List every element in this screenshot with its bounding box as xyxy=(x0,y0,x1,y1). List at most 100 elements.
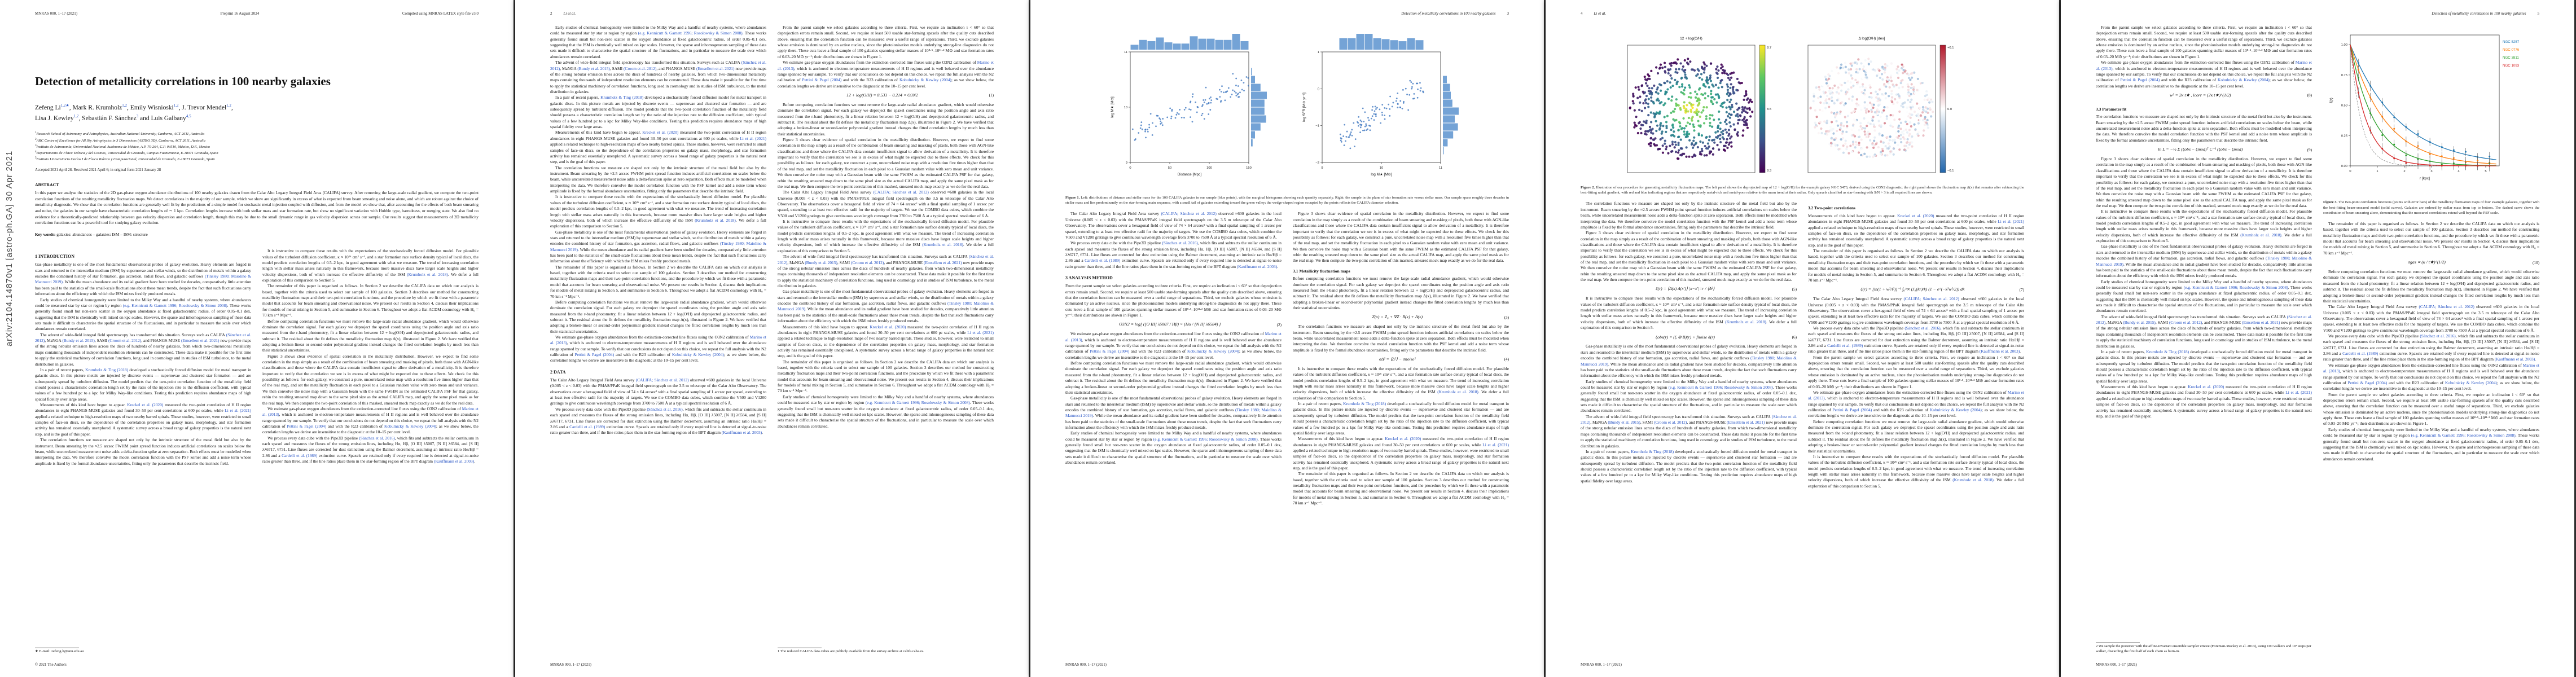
citation-link[interactable]: Marino et al. (2013) xyxy=(550,335,766,346)
citation-link[interactable]: (Sánchez et al. 2016) xyxy=(359,435,395,441)
citation-link[interactable]: (CALIFA; Sánchez et al. 2012) xyxy=(1903,296,1959,302)
citation-link[interactable]: Krumholz & Ting (2018) xyxy=(1343,401,1386,407)
citation-link[interactable]: (Bundy et al. 2015) xyxy=(62,338,95,344)
citation-link[interactable]: (Croom et al. 2012) xyxy=(623,65,657,71)
citation-link[interactable]: (Sánchez et al. 2012) xyxy=(778,254,994,265)
citation-link[interactable]: Kobulnicky & Kewley (2004) xyxy=(899,77,951,83)
affiliation-marker[interactable]: 1,2 xyxy=(122,103,128,108)
citation-link[interactable]: (Emsellem et al. 2021) xyxy=(2242,320,2280,326)
citation-link[interactable]: (Sánchez et al. 2012) xyxy=(550,60,766,71)
affiliation-marker[interactable]: 3 xyxy=(136,113,139,118)
citation-link[interactable]: Pettini & Pagel (2004) xyxy=(1090,349,1130,354)
citation-link[interactable]: (Tinsley 1980; Maiolino & Mannucci 2019) xyxy=(550,241,766,252)
citation-link[interactable]: Kobulnicky & Kewley (2004) xyxy=(1187,349,1239,354)
citation-link[interactable]: Cardelli et al. (1989) xyxy=(2342,351,2378,357)
citation-link[interactable]: (Krumholz et al. 2018) xyxy=(407,271,448,277)
citation-link[interactable]: (e.g. Kennicutt & Garnett 1996; Rosolows… xyxy=(638,30,743,36)
affiliation-marker[interactable]: 1,2★ xyxy=(60,103,69,108)
affiliation-marker[interactable]: 1,2 xyxy=(226,103,231,108)
citation-link[interactable]: Li et al. (2021) xyxy=(740,135,766,141)
citation-link[interactable]: (Kauffmann et al. 2003) xyxy=(721,430,762,436)
citation-link[interactable]: (Krumholz et al. 2018) xyxy=(2240,232,2281,238)
citation-link[interactable]: (Tinsley 1980; Maiolino & Mannucci 2019) xyxy=(1581,355,1797,367)
citation-link[interactable]: Marino et al. (2013) xyxy=(1065,331,1282,342)
citation-link[interactable]: Kreckel et al. (2020) xyxy=(1385,436,1421,442)
citation-link[interactable]: (e.g. Kennicutt & Garnett 1996; Rosolows… xyxy=(2183,284,2288,290)
citation-link[interactable]: (Sánchez et al. 2016) xyxy=(1162,240,1198,246)
citation-link[interactable]: (Kauffmann et al. 2003) xyxy=(1979,349,2020,354)
citation-link[interactable]: Cardelli et al. (1989) xyxy=(1827,343,1863,349)
citation-link[interactable]: (Kauffmann et al. 2003) xyxy=(433,459,475,464)
citation-link[interactable]: (Emsellem et al. 2021) xyxy=(181,338,220,344)
citation-link[interactable]: (Sánchez et al. 2016) xyxy=(2420,333,2456,339)
citation-link[interactable]: Krumholz & Ting (2018) xyxy=(2146,349,2189,354)
citation-link[interactable]: Kobulnicky & Kewley (2004) xyxy=(672,352,724,358)
citation-link[interactable]: (Sánchez et al. 2016) xyxy=(647,406,683,412)
citation-link[interactable]: (e.g. Kennicutt & Garnett 1996; Rosolows… xyxy=(1153,436,1258,442)
citation-link[interactable]: Krumholz & Ting (2018) xyxy=(1631,449,1674,454)
citation-link[interactable]: Li et al. (2021) xyxy=(1482,442,1509,447)
citation-link[interactable]: Krumholz & Ting (2018) xyxy=(600,95,644,100)
citation-link[interactable]: Kreckel et al. (2020) xyxy=(127,402,164,408)
citation-link[interactable]: Krumholz & Ting (2018) xyxy=(85,367,129,372)
citation-link[interactable]: Marino et al. (2013) xyxy=(778,60,994,71)
citation-link[interactable]: Pettini & Pagel (2004) xyxy=(287,424,327,429)
citation-link[interactable]: Kobulnicky & Kewley (2004) xyxy=(2217,77,2270,83)
citation-link[interactable]: (Tinsley 1980; Maiolino & Mannucci 2019) xyxy=(35,274,251,285)
citation-link[interactable]: Marino et al. (2013) xyxy=(2096,60,2312,71)
citation-link[interactable]: (Tinsley 1980; Maiolino & Mannucci 2019) xyxy=(2096,256,2312,267)
citation-link[interactable]: Kreckel et al. (2020) xyxy=(2188,384,2224,390)
citation-link[interactable]: (Croom et al. 2012) xyxy=(2169,320,2202,326)
citation-link[interactable]: Cardelli et al. (1989) xyxy=(1085,258,1121,263)
citation-link[interactable]: Pettini & Pagel (2004) xyxy=(574,352,615,358)
citation-link[interactable]: (Sánchez et al. 2012) xyxy=(1581,414,1797,425)
citation-link[interactable]: Marino et al. (2013) xyxy=(262,406,479,417)
citation-link[interactable]: (Emsellem et al. 2021) xyxy=(696,65,735,71)
citation-link[interactable]: (Sánchez et al. 2012) xyxy=(2096,314,2312,326)
affiliation-marker[interactable]: 1,2 xyxy=(173,103,179,108)
citation-link[interactable]: (Kauffmann et al. 2003) xyxy=(1236,263,1278,269)
citation-link[interactable]: Kreckel et al. (2020) xyxy=(1897,213,1934,218)
citation-link[interactable]: Pettini & Pagel (2004) xyxy=(802,77,842,83)
citation-link[interactable]: (Emsellem et al. 2021) xyxy=(924,260,962,265)
citation-link[interactable]: Kobulnicky & Kewley (2004) xyxy=(2445,380,2497,385)
citation-link[interactable]: (e.g. Kennicutt & Garnett 1996; Rosolows… xyxy=(2411,433,2516,438)
citation-link[interactable]: (Bundy et al. 2015) xyxy=(2123,320,2156,326)
citation-link[interactable]: (Krumholz et al. 2018) xyxy=(695,217,736,223)
citation-link[interactable]: Pettini & Pagel (2004) xyxy=(2120,77,2160,83)
citation-link[interactable]: (Tinsley 1980; Maiolino & Mannucci 2019) xyxy=(778,301,994,312)
citation-link[interactable]: (Sánchez et al. 2016) xyxy=(1904,325,1941,331)
citation-link[interactable]: Pettini & Pagel (2004) xyxy=(1832,407,1872,412)
citation-link[interactable]: Li et al. (2021) xyxy=(2285,390,2312,395)
citation-link[interactable]: Cardelli et al. (1989) xyxy=(282,452,318,458)
citation-link[interactable]: (Croom et al. 2012) xyxy=(1653,420,1687,425)
citation-link[interactable]: (Kauffmann et al. 2003) xyxy=(2494,357,2535,362)
citation-link[interactable]: (Krumholz et al. 2018) xyxy=(922,242,963,248)
citation-link[interactable]: (CALIFA; Sánchez et al. 2012) xyxy=(873,190,929,195)
citation-link[interactable]: (Bundy et al. 2015) xyxy=(577,65,610,71)
citation-link[interactable]: (Croom et al. 2012) xyxy=(850,260,884,265)
citation-link[interactable]: (Bundy et al. 2015) xyxy=(1608,420,1640,425)
citation-link[interactable]: (e.g. Kennicutt & Garnett 1996; Rosolows… xyxy=(122,302,227,308)
citation-link[interactable]: (CALIFA; Sánchez et al. 2012) xyxy=(1161,211,1217,217)
citation-link[interactable]: Kreckel et al. (2020) xyxy=(870,324,906,329)
citation-link[interactable]: (Krumholz et al. 2018) xyxy=(1725,319,1766,324)
citation-link[interactable]: (e.g. Kennicutt & Garnett 1996; Rosolows… xyxy=(865,400,970,406)
citation-link[interactable]: Pettini & Pagel (2004) xyxy=(2347,380,2388,385)
citation-link[interactable]: (Krumholz et al. 2018) xyxy=(1437,389,1478,395)
citation-link[interactable]: (Bundy et al. 2015) xyxy=(805,260,837,265)
citation-link[interactable]: (Tinsley 1980; Maiolino & Mannucci 2019) xyxy=(1065,407,1282,419)
citation-link[interactable]: Marino et al. (2013) xyxy=(2323,362,2539,374)
citation-link[interactable]: Kobulnicky & Kewley (2004) xyxy=(1929,407,1982,412)
citation-link[interactable]: (Krumholz et al. 2018) xyxy=(1952,477,1994,483)
affiliation-marker[interactable]: 4,5 xyxy=(186,113,191,118)
affiliation-marker[interactable]: 1,2 xyxy=(73,113,79,118)
citation-link[interactable]: Li et al. (2021) xyxy=(967,329,994,335)
citation-link[interactable]: Li et al. (2021) xyxy=(1998,219,2024,225)
citation-link[interactable]: (e.g. Kennicutt & Garnett 1996; Rosolows… xyxy=(1668,384,1773,390)
citation-link[interactable]: Kobulnicky & Kewley (2004) xyxy=(384,424,436,429)
citation-link[interactable]: Li et al. (2021) xyxy=(225,408,251,414)
citation-link[interactable]: (CALIFA; Sánchez et al. 2012) xyxy=(635,377,689,383)
citation-link[interactable]: (Croom et al. 2012) xyxy=(108,338,142,344)
citation-link[interactable]: Cardelli et al. (1989) xyxy=(569,424,605,429)
